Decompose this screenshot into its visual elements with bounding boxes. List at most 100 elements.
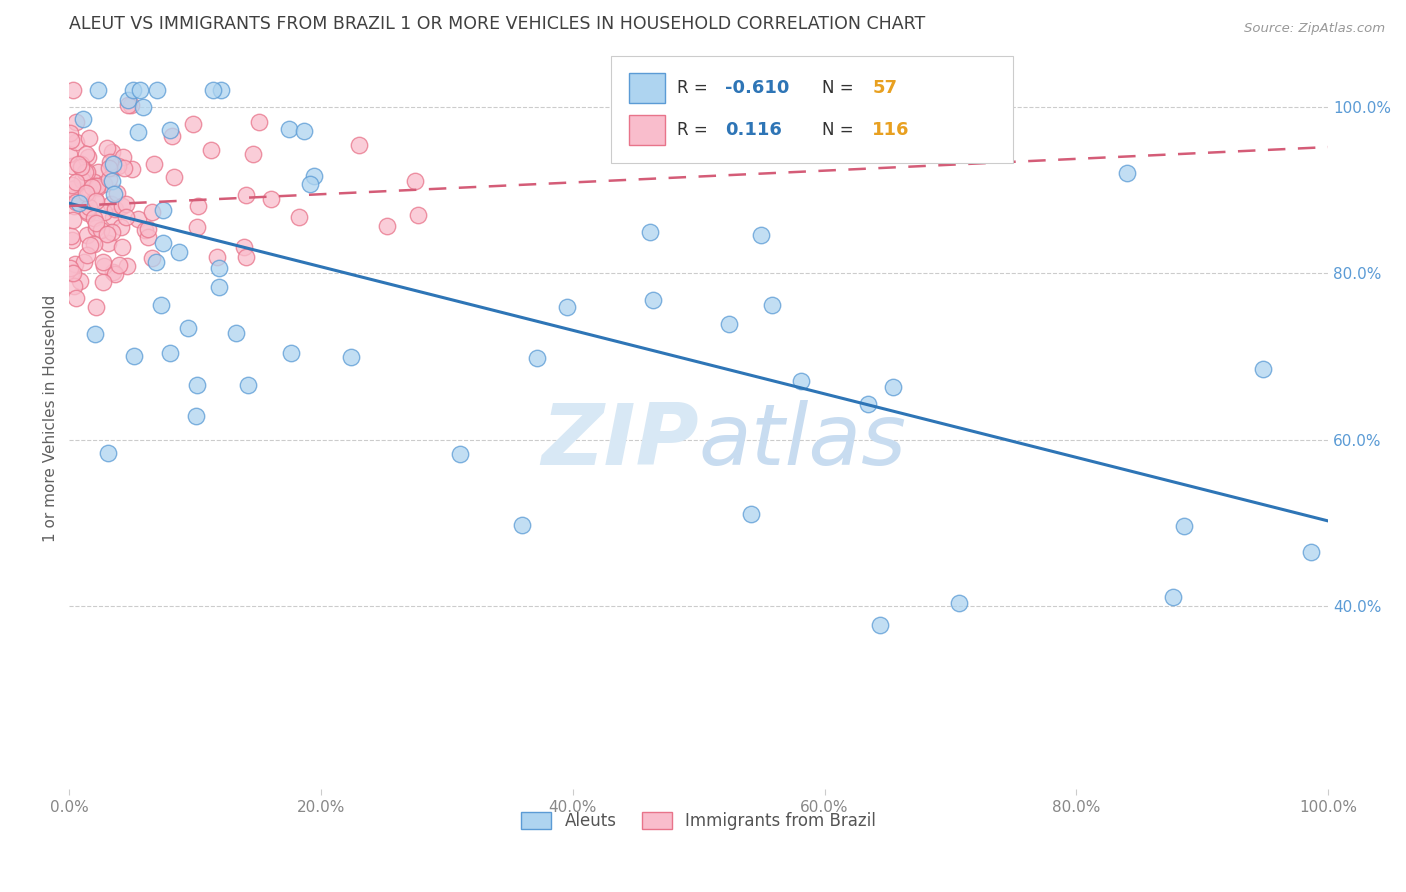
- Point: [260, 192, 283, 206]
- Text: R =: R =: [678, 121, 713, 139]
- Point: [84, 192, 107, 206]
- Point: [97, 161, 120, 175]
- Point: [134, 223, 156, 237]
- Point: [100, 197, 122, 211]
- Point: [1161, 590, 1184, 604]
- Point: [84, 326, 107, 341]
- Point: [117, 98, 139, 112]
- Point: [65, 175, 87, 189]
- Bar: [630, 73, 665, 103]
- Point: [152, 202, 174, 217]
- Point: [62, 83, 84, 97]
- Point: [84, 301, 107, 315]
- Point: [225, 326, 247, 340]
- Point: [184, 409, 207, 424]
- Point: [101, 226, 124, 240]
- Point: [62, 213, 84, 227]
- Point: [76, 227, 98, 242]
- Point: [101, 161, 124, 175]
- Point: [555, 300, 578, 314]
- Point: [101, 174, 124, 188]
- Text: 0.116: 0.116: [725, 121, 782, 139]
- Point: [208, 280, 231, 294]
- Bar: [630, 115, 665, 145]
- Point: [60, 233, 83, 247]
- Text: ZIP: ZIP: [541, 400, 699, 483]
- Point: [375, 219, 398, 234]
- Point: [112, 161, 135, 175]
- Point: [63, 257, 86, 271]
- Text: R =: R =: [678, 78, 713, 96]
- Point: [65, 291, 87, 305]
- Point: [115, 259, 138, 273]
- Text: ALEUT VS IMMIGRANTS FROM BRAZIL 1 OR MORE VEHICLES IN HOUSEHOLD CORRELATION CHAR: ALEUT VS IMMIGRANTS FROM BRAZIL 1 OR MOR…: [69, 15, 925, 33]
- Point: [59, 261, 82, 276]
- Point: [162, 170, 184, 185]
- Point: [718, 318, 741, 332]
- Point: [72, 112, 94, 126]
- Point: [84, 179, 107, 194]
- Point: [63, 181, 86, 195]
- Point: [82, 180, 104, 194]
- Point: [77, 150, 100, 164]
- Point: [75, 186, 97, 201]
- Point: [114, 197, 136, 211]
- Point: [93, 177, 115, 191]
- Point: [340, 350, 363, 364]
- Point: [186, 378, 208, 392]
- Point: [145, 83, 167, 97]
- Point: [91, 275, 114, 289]
- Point: [77, 206, 100, 220]
- Point: [176, 321, 198, 335]
- Point: [105, 186, 128, 200]
- Point: [288, 210, 311, 224]
- Point: [136, 230, 159, 244]
- Point: [1301, 544, 1323, 558]
- Y-axis label: 1 or more Vehicles in Household: 1 or more Vehicles in Household: [44, 295, 58, 542]
- Point: [406, 208, 429, 222]
- Point: [882, 379, 904, 393]
- Point: [141, 252, 163, 266]
- Point: [127, 125, 149, 139]
- Point: [98, 171, 121, 186]
- Point: [111, 199, 134, 213]
- Point: [77, 200, 100, 214]
- Point: [1116, 166, 1139, 180]
- Point: [200, 144, 222, 158]
- Point: [76, 188, 98, 202]
- Point: [181, 117, 204, 131]
- Point: [84, 221, 107, 235]
- Point: [122, 83, 145, 97]
- Point: [145, 255, 167, 269]
- Point: [83, 175, 105, 189]
- Text: atlas: atlas: [699, 400, 907, 483]
- Point: [205, 251, 228, 265]
- Point: [67, 195, 90, 210]
- Point: [235, 188, 257, 202]
- Point: [65, 195, 87, 210]
- Point: [76, 247, 98, 261]
- Point: [60, 159, 83, 173]
- Point: [70, 173, 93, 187]
- Text: Source: ZipAtlas.com: Source: ZipAtlas.com: [1244, 22, 1385, 36]
- Point: [58, 146, 80, 161]
- Point: [91, 255, 114, 269]
- Point: [761, 298, 783, 312]
- Point: [149, 298, 172, 312]
- Point: [59, 133, 82, 147]
- Point: [104, 202, 127, 216]
- Point: [121, 161, 143, 176]
- Point: [111, 240, 134, 254]
- Point: [107, 258, 129, 272]
- Point: [104, 267, 127, 281]
- Point: [235, 250, 257, 264]
- Point: [93, 259, 115, 273]
- Point: [75, 147, 97, 161]
- Point: [247, 115, 270, 129]
- Point: [302, 169, 325, 184]
- Point: [120, 98, 142, 112]
- Point: [65, 135, 87, 149]
- Point: [127, 211, 149, 226]
- Point: [209, 83, 232, 97]
- Point: [97, 446, 120, 460]
